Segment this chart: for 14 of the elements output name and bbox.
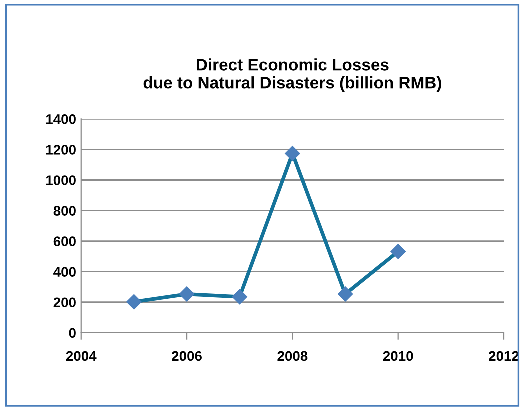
x-tick-label: 2010 <box>383 351 414 362</box>
y-tick-label: 600 <box>54 236 76 246</box>
y-tick-label: 1000 <box>46 176 76 186</box>
x-tick-label: 2006 <box>172 351 202 362</box>
chart-title: Direct Economic Losses due to Natural Disasters (billion RMB) <box>144 58 442 92</box>
x-tick-label: 2004 <box>66 351 97 362</box>
y-tick-label: 0 <box>69 328 76 338</box>
y-tick-label: 200 <box>54 298 76 308</box>
y-tick-label: 400 <box>54 267 76 278</box>
y-tick-label: 1400 <box>46 114 76 124</box>
x-tick-label: 2012 <box>489 351 519 362</box>
y-tick-label: 1200 <box>46 145 76 155</box>
y-tick-label: 800 <box>54 206 76 216</box>
x-tick-label: 2008 <box>278 351 308 362</box>
